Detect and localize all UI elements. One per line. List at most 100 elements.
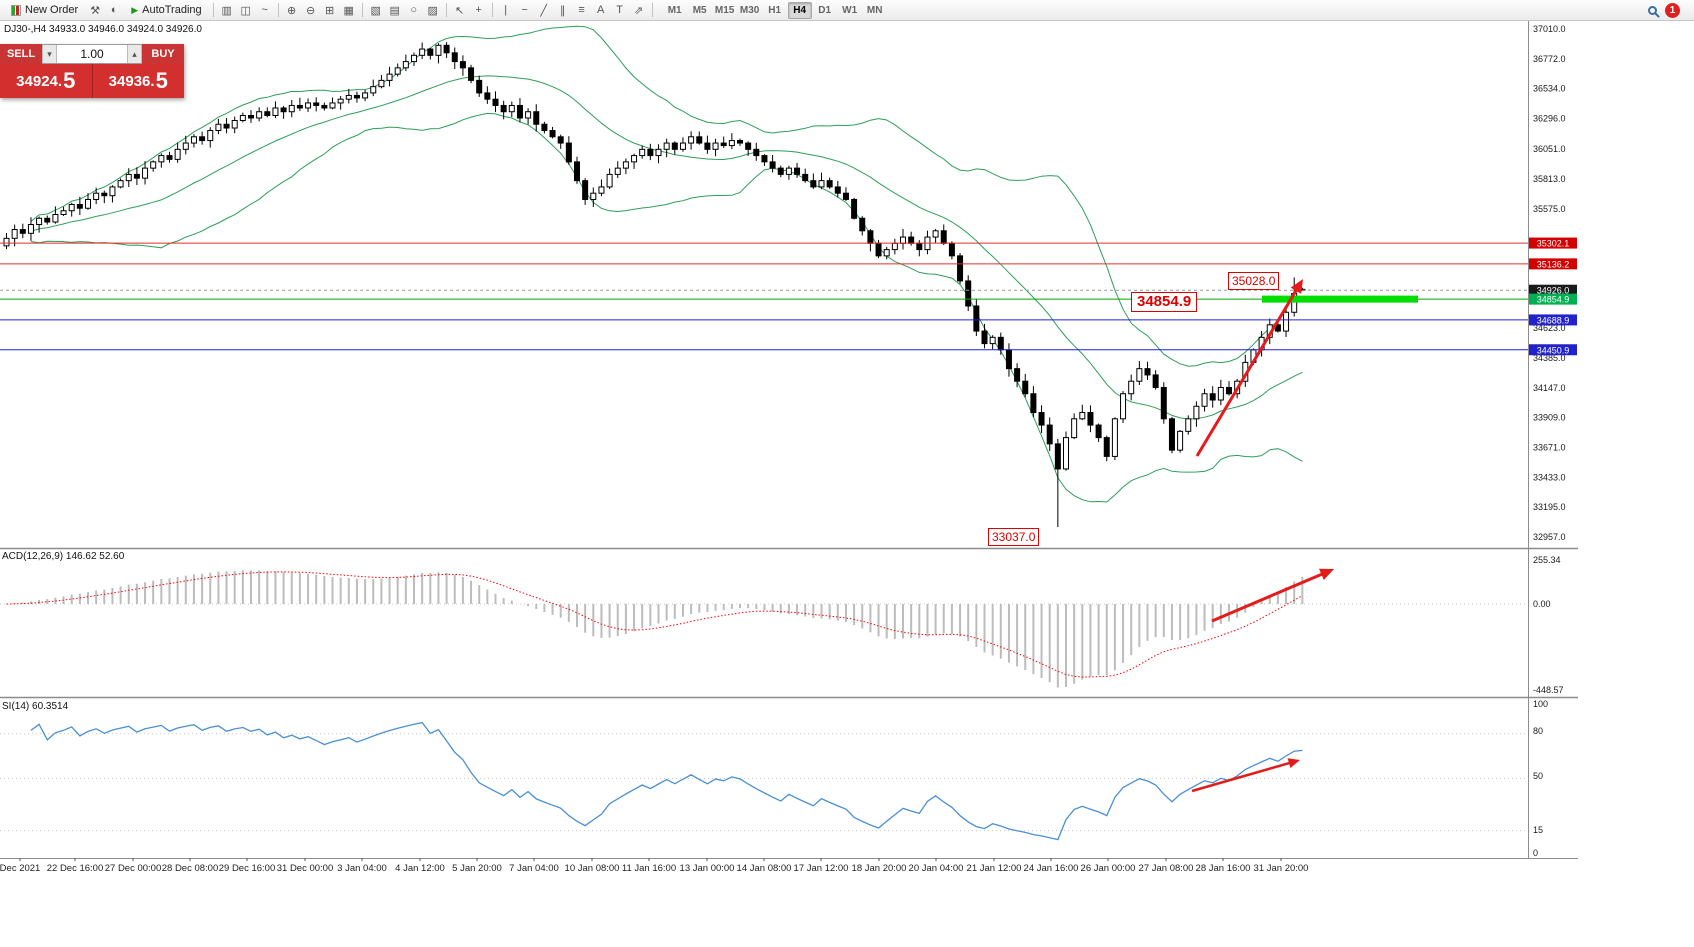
vertical-line-icon[interactable]: | xyxy=(504,4,508,16)
time-axis-label: 28 Dec 08:00 xyxy=(162,863,219,874)
horizontal-line-icon[interactable]: − xyxy=(521,4,528,16)
volume-up-button[interactable]: ▴ xyxy=(127,45,142,63)
candlestick-chart-icon[interactable]: ◫ xyxy=(240,4,251,17)
autotrading-play-icon: ▶ xyxy=(131,4,139,15)
price-badge: 34450.9 xyxy=(1537,345,1570,355)
templates-icon[interactable]: ▨ xyxy=(427,4,438,17)
time-axis-label: 28 Jan 16:00 xyxy=(1196,863,1251,874)
time-axis-label: 26 Jan 00:00 xyxy=(1081,863,1136,874)
line-chart-icon[interactable]: ~ xyxy=(261,4,268,16)
timeframe-m15[interactable]: M15 xyxy=(714,4,735,16)
rsi-plot xyxy=(0,721,1528,841)
new-order-button[interactable]: New Order xyxy=(4,1,85,19)
rsi-axis-label: 80 xyxy=(1533,726,1543,736)
price-axis-label: 33433.0 xyxy=(1533,472,1566,482)
rsi-axis-label: 100 xyxy=(1533,699,1548,709)
toolbar: New Order ⚒ ◐ ▶ AutoTrading ▥ ◫ ~ ⊕ ⊖ ⊞ ▦ ▧ ▤ ○ ▨ ↖ +… xyxy=(0,0,1694,21)
time-axis-label: 29 Dec 16:00 xyxy=(219,863,276,874)
fibonacci-icon[interactable]: ≡ xyxy=(578,4,585,16)
horizontal-levels[interactable] xyxy=(0,242,1528,351)
timeframe-d1[interactable]: D1 xyxy=(818,4,832,16)
toolbar-separator xyxy=(445,3,447,17)
profiles-icon[interactable]: ▤ xyxy=(389,4,400,17)
arrow-tools-icon[interactable]: ⇗ xyxy=(634,4,644,17)
trend-arrows[interactable] xyxy=(1191,279,1334,793)
macd-axis-label: 0.00 xyxy=(1533,599,1551,609)
time-axis-label: 10 Jan 08:00 xyxy=(565,863,620,874)
channel-icon[interactable]: ∥ xyxy=(559,4,566,17)
notification-badge[interactable]: 1 xyxy=(1665,2,1680,18)
sell-price[interactable]: 34924. 5 xyxy=(0,64,93,98)
price-axis-label: 34385.0 xyxy=(1533,353,1566,363)
macd-plot xyxy=(0,570,1528,688)
bar-chart-icon[interactable]: ▥ xyxy=(221,4,232,17)
timeframe-w1[interactable]: W1 xyxy=(842,4,858,16)
price-axis-label: 33909.0 xyxy=(1533,413,1566,423)
time-axis-label: 13 Jan 00:00 xyxy=(680,863,735,874)
label-icon[interactable]: T xyxy=(616,4,623,16)
one-click-trading-panel: SELL ▾ 1.00 ▴ BUY 34924. 5 34936. 5 xyxy=(0,44,184,98)
text-icon[interactable]: A xyxy=(596,4,605,16)
time-axis-label: 31 Jan 20:00 xyxy=(1254,863,1309,874)
trend-arrow[interactable] xyxy=(1191,761,1292,793)
time-axis-label: 27 Jan 08:00 xyxy=(1139,863,1194,874)
timeframe-m30[interactable]: M30 xyxy=(739,4,760,16)
toolbar-right: 1 xyxy=(1648,2,1690,18)
price-badge: 34926.0 xyxy=(1537,286,1570,296)
price-axis-label: 33671.0 xyxy=(1533,443,1566,453)
time-axis-label: 17 Jan 12:00 xyxy=(794,863,849,874)
price-axis-label: 37010.0 xyxy=(1533,24,1566,34)
volume-down-button[interactable]: ▾ xyxy=(42,45,57,63)
rsi-axis-label: 50 xyxy=(1533,771,1543,781)
buy-price[interactable]: 34936. 5 xyxy=(92,64,184,98)
toolbar-separator xyxy=(651,3,653,17)
cursor-icon[interactable]: ↖ xyxy=(455,4,465,17)
price-label-35028[interactable]: 35028.0 xyxy=(1228,272,1280,290)
toolbar-separator xyxy=(277,3,279,17)
community-icon[interactable]: ◐ xyxy=(110,4,118,16)
macd-indicator-label: ACD(12,26,9) 146.62 52.60 xyxy=(2,551,125,562)
price-axis-label: 33195.0 xyxy=(1533,502,1566,512)
volume-spinner: ▾ 1.00 ▴ xyxy=(42,44,142,64)
time-axis-label: 3 Jan 04:00 xyxy=(337,863,387,874)
trendline-icon[interactable]: ╱ xyxy=(540,4,547,17)
price-axis-label: 35813.0 xyxy=(1533,174,1566,184)
timeframe-h1[interactable]: H1 xyxy=(768,4,782,16)
crosshair-icon[interactable]: + xyxy=(475,4,482,16)
price-badge: 35302.1 xyxy=(1537,239,1570,249)
price-badge: 34688.9 xyxy=(1537,315,1570,325)
price-label-33037[interactable]: 33037.0 xyxy=(988,528,1040,546)
time-icon[interactable]: ○ xyxy=(410,4,417,16)
sell-price-main: 34924. xyxy=(16,72,63,90)
search-icon[interactable] xyxy=(1648,5,1657,15)
price-axis-label: 36534.0 xyxy=(1533,84,1566,94)
timeframe-m5[interactable]: M5 xyxy=(692,4,707,16)
trend-arrow[interactable] xyxy=(1195,287,1299,457)
time-axis-label: 22 Dec 16:00 xyxy=(47,863,104,874)
rsi-axis-label: 0 xyxy=(1533,848,1538,858)
sell-button[interactable]: SELL xyxy=(0,44,42,64)
time-axis-label: Dec 2021 xyxy=(0,863,40,874)
timeframe-mn[interactable]: MN xyxy=(866,4,883,16)
auto-arrange-icon[interactable]: ▦ xyxy=(343,4,354,17)
zoom-out-icon[interactable]: ⊖ xyxy=(306,4,316,17)
toolbar-separator xyxy=(212,3,214,17)
tile-windows-icon[interactable]: ⊞ xyxy=(325,4,335,17)
volume-input[interactable]: 1.00 xyxy=(80,47,104,61)
timeframe-m1[interactable]: M1 xyxy=(667,4,682,16)
price-axis-label: 36051.0 xyxy=(1533,144,1566,154)
zoom-in-icon[interactable]: ⊕ xyxy=(287,4,297,17)
trend-arrow[interactable] xyxy=(1211,571,1325,623)
timeframe-h4[interactable]: H4 xyxy=(787,1,812,19)
price-label-34854[interactable]: 34854.9 xyxy=(1131,292,1198,312)
buy-button[interactable]: BUY xyxy=(142,44,184,64)
thick-green-trendline[interactable] xyxy=(1262,295,1418,303)
new-chart-icon[interactable]: ▧ xyxy=(370,4,381,17)
expert-advisors-icon[interactable]: ⚒ xyxy=(90,4,101,17)
price-axis-label: 36296.0 xyxy=(1533,113,1566,123)
rsi-indicator-label: SI(14) 60.3514 xyxy=(2,701,69,712)
price-axis-label: 34623.0 xyxy=(1533,323,1566,333)
axes: 37010.0 36772.0 36534.0 36296.0 36051.0 35813… xyxy=(0,21,1578,874)
autotrading-button[interactable]: ▶ AutoTrading xyxy=(124,1,208,19)
